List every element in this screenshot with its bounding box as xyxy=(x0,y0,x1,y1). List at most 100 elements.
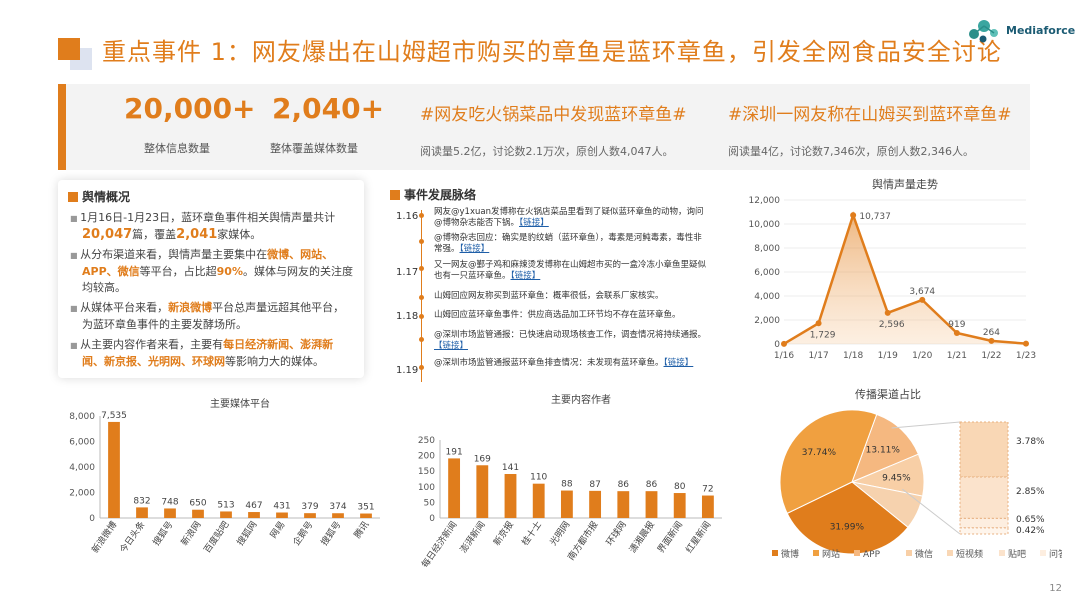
timeline-event-4: 山姆回应网友称买到蓝环章鱼：概率很低，会联系厂家核实。 xyxy=(434,291,664,301)
x-tick-label: 网易 xyxy=(268,519,287,540)
x-tick-label: 光明网 xyxy=(547,519,572,548)
timeline-dot xyxy=(419,239,424,244)
y-tick-label: 150 xyxy=(418,467,435,477)
bar xyxy=(136,507,148,518)
y-tick-label: 0 xyxy=(89,514,95,524)
pie-data-label: 9.45% xyxy=(882,474,911,484)
stat-media-label: 整体覆盖媒体数量 xyxy=(270,142,358,155)
data-label: 10,737 xyxy=(859,212,891,222)
breakdown-segment xyxy=(959,517,1009,529)
x-tick-label: 搜狐网 xyxy=(234,519,259,548)
media-platform-bar-chart: 主要媒体平台 0 2,000 4,000 6,000 8,000 7,535 新浪微博 832 今… xyxy=(69,397,380,555)
data-label: 88 xyxy=(561,480,573,490)
x-tick-label: 百度贴吧 xyxy=(201,519,231,555)
bar xyxy=(192,509,204,518)
data-label: 650 xyxy=(189,499,206,509)
data-point xyxy=(953,329,960,336)
event-link[interactable]: 【链接】 xyxy=(434,341,469,351)
overview-list: 1月16日-1月23日，蓝环章鱼事件相关舆情声量共计20,047篇，覆盖2,04… xyxy=(70,210,355,374)
x-tick-label: 1/17 xyxy=(808,351,828,361)
breakdown-segment xyxy=(959,527,1009,535)
data-label: 86 xyxy=(618,480,630,490)
data-point xyxy=(815,320,822,327)
data-label: 374 xyxy=(329,502,346,512)
timeline-event-6: @深圳市场监管通报：已快速启动现场核查工作，调查情况将持续通报。【链接】 xyxy=(434,330,707,351)
x-tick-label: 搜狐号 xyxy=(150,519,175,548)
bar xyxy=(645,491,658,518)
pie-slice xyxy=(851,413,920,483)
x-tick-label: 搜狐号 xyxy=(318,519,343,548)
x-tick-label: 新浪微博 xyxy=(89,519,119,555)
y-tick-label: 2,000 xyxy=(69,489,95,499)
y-tick-label: 12,000 xyxy=(749,196,781,206)
data-label: 110 xyxy=(530,473,547,483)
data-label: 80 xyxy=(674,482,686,492)
event-link[interactable]: 【链接】 xyxy=(663,358,694,368)
pie-slice xyxy=(779,409,878,515)
y-tick-label: 8,000 xyxy=(754,244,780,254)
legend-swatch xyxy=(906,550,912,556)
event-link[interactable]: 【链接】 xyxy=(519,218,549,228)
title-accent-square xyxy=(58,38,80,60)
y-tick-label: 6,000 xyxy=(754,268,780,278)
legend-swatch xyxy=(999,550,1005,556)
timeline-dot xyxy=(419,295,424,300)
legend-swatch xyxy=(947,550,953,556)
legend-label: 微博 xyxy=(781,548,799,560)
bar xyxy=(360,513,372,518)
bar xyxy=(304,513,316,518)
legend-label: APP xyxy=(863,550,881,560)
pie-data-label: 37.74% xyxy=(802,448,837,458)
data-label: 513 xyxy=(217,500,234,510)
connector-line xyxy=(891,421,961,429)
heading-square-icon xyxy=(68,192,78,202)
logo-text: Mediaforce xyxy=(1006,24,1076,37)
trend-area-chart: 舆情声量走势 0 2,000 4,000 6,000 8,000 10,000 12,000 1… xyxy=(749,177,1037,361)
bar xyxy=(617,491,630,518)
x-tick-label: 今日头条 xyxy=(117,519,147,555)
stat-total-value: 20,000+ xyxy=(124,92,256,125)
overview-bullet-4: 从主要内容作者来看，主要有每日经济新闻、澎湃新闻、新京报、光明网、环球网等影响力… xyxy=(80,337,355,370)
timeline-date: 1.19 xyxy=(396,365,419,376)
data-label: 72 xyxy=(702,485,713,495)
event-link[interactable]: 【链接】 xyxy=(510,271,541,281)
channel-pie-chart: 传播渠道占比 13.11% 9.45% 31.99% 37.74% 3.78% 2.85% 0… xyxy=(779,387,1045,555)
chart-title: 舆情声量走势 xyxy=(872,177,938,191)
timeline-event-5: 山姆回应蓝环章鱼事件：供应商选品加工环节均不存在蓝环章鱼。 xyxy=(434,310,681,320)
event-link[interactable]: 【链接】 xyxy=(459,244,490,254)
x-tick-label: 潇湘晨报 xyxy=(626,519,656,555)
bar xyxy=(220,511,232,518)
legend-swatch xyxy=(1040,550,1046,556)
breakdown-data-label: 0.42% xyxy=(1016,526,1045,536)
stats-band xyxy=(58,84,1030,170)
overview-bullet-1: 1月16日-1月23日，蓝环章鱼事件相关舆情声量共计20,047篇，覆盖2,04… xyxy=(80,210,355,243)
x-tick-label: 界面新闻 xyxy=(655,519,685,555)
x-tick-label: 1/23 xyxy=(1016,351,1036,361)
x-tick-label: 1/20 xyxy=(912,351,932,361)
breakdown-segment xyxy=(959,421,1009,478)
chart-title: 主要内容作者 xyxy=(551,393,611,406)
stat-total-label: 整体信息数量 xyxy=(144,142,210,155)
y-tick-label: 0 xyxy=(429,514,435,524)
timeline-event-3: 又一网友@鄞子鸡和麻辣烫发博称在山姆超市买的一盒冷冻小章鱼里疑似也有一只蓝环章鱼… xyxy=(434,260,707,281)
bar xyxy=(701,495,714,518)
x-tick-label: 1/19 xyxy=(878,351,898,361)
legend-label: 贴吧 xyxy=(1008,548,1026,560)
timeline-dot xyxy=(419,314,424,319)
timeline-event-2: @博物杂志回应：确实是豹纹蛸（蓝环章鱼），毒素是河鲀毒素，毒性非常强。【链接】 xyxy=(434,233,702,254)
timeline-date: 1.17 xyxy=(396,267,419,278)
legend-swatch xyxy=(772,550,778,556)
mediaforce-logo-icon xyxy=(969,20,998,43)
bar xyxy=(532,483,545,518)
page-title: 重点事件 1：网友爆出在山姆超市购买的章鱼是蓝环章鱼，引发全网食品安全讨论 xyxy=(102,38,1002,66)
bar xyxy=(108,421,120,518)
bar xyxy=(276,512,288,518)
topic-tag-2: #深圳一网友称在山姆买到蓝环章鱼# xyxy=(728,105,1012,125)
stat-media-value: 2,040+ xyxy=(272,92,385,125)
data-label: 169 xyxy=(474,454,491,464)
bar xyxy=(476,465,489,518)
data-label: 86 xyxy=(646,480,658,490)
pie-data-label: 31.99% xyxy=(830,522,865,532)
x-tick-label: 每日经济新闻 xyxy=(419,519,460,570)
x-tick-label: 环球网 xyxy=(603,519,628,548)
